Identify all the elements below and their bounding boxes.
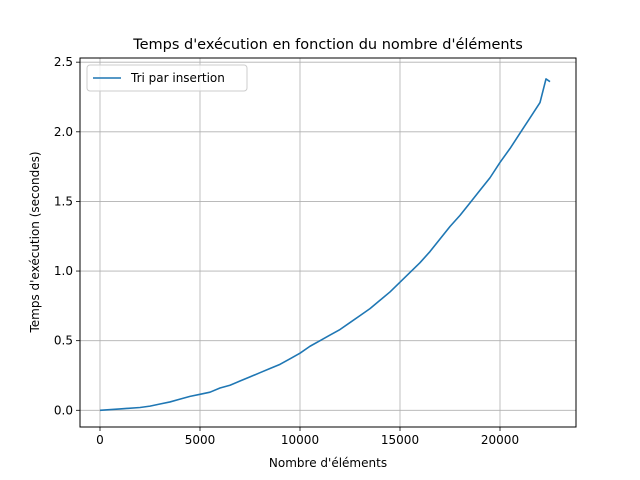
chart-title: Temps d'exécution en fonction du nombre … <box>132 37 523 53</box>
x-tick-label: 10000 <box>281 433 319 447</box>
y-tick-label: 1.0 <box>54 264 73 278</box>
legend-box <box>86 64 248 92</box>
y-tick-label: 1.5 <box>54 194 73 208</box>
x-tick-label: 20000 <box>481 433 519 447</box>
grid <box>80 58 576 427</box>
y-tick-label: 0.0 <box>54 403 73 417</box>
y-tick-label: 0.5 <box>54 334 73 348</box>
x-tick-label: 15000 <box>381 433 419 447</box>
y-tick-label: 2.5 <box>54 55 73 69</box>
ticks: 0 5000 10000 15000 20000 0.0 0.5 1.0 1.5 2.0 2.5 <box>54 55 519 447</box>
x-axis-label: Nombre d'éléments <box>269 456 387 470</box>
x-tick-label: 0 <box>96 433 104 447</box>
plot-frame <box>79 57 577 428</box>
y-axis-label: Temps d'exécution (secondes) <box>28 151 42 333</box>
legend-entry: Tri par insertion <box>130 71 225 85</box>
x-tick-label: 5000 <box>185 433 216 447</box>
y-tick-label: 2.0 <box>54 125 73 139</box>
legend: Tri par insertion <box>86 64 248 92</box>
series-layer <box>99 78 551 412</box>
series-line <box>99 78 551 412</box>
